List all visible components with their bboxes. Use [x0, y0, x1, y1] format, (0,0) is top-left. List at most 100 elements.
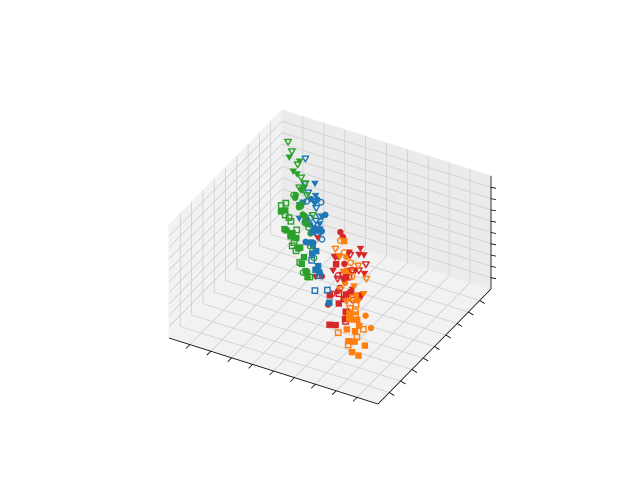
triangle-down-point: [329, 267, 337, 275]
z-gridline: [168, 143, 492, 260]
z-gridline: [168, 177, 492, 294]
square-point: [351, 328, 359, 335]
triangle-down-point: [284, 138, 293, 146]
triangle-down-point: [336, 286, 345, 294]
square-point: [293, 234, 300, 242]
square-point: [306, 273, 314, 281]
y-tick: [468, 311, 474, 316]
y-tick: [445, 334, 452, 339]
square-point: [352, 311, 359, 319]
square-point: [341, 315, 349, 323]
square-point: [342, 308, 349, 315]
square-point: [300, 253, 308, 261]
circle-point: [292, 191, 299, 199]
square-point: [345, 338, 352, 345]
square-point: [287, 217, 295, 225]
square-point: [334, 329, 342, 337]
x-gridline: [294, 149, 408, 378]
z-tick: [490, 254, 497, 257]
circle-point: [337, 228, 344, 236]
square-point: [326, 299, 333, 306]
axis-panes: [168, 108, 492, 405]
square-point: [324, 286, 331, 294]
square-point: [346, 305, 354, 312]
z-tick: [490, 266, 497, 268]
z-gridline: [168, 166, 492, 282]
z-tick: [490, 186, 497, 189]
grid-lines: [168, 116, 492, 398]
y-gridline: [247, 144, 458, 324]
y-gridline: [236, 156, 446, 336]
x-gridline: [335, 162, 450, 392]
x-tick: [331, 390, 337, 396]
triangle-down-point: [295, 184, 304, 192]
square-point: [348, 348, 356, 356]
z-gridline: [168, 120, 492, 237]
circle-point: [367, 324, 375, 332]
circle-point: [314, 196, 321, 203]
y-gridline: [270, 121, 480, 301]
y-tick: [456, 323, 463, 327]
square-point: [353, 333, 361, 341]
triangle-down-point: [342, 298, 351, 306]
y-tick: [434, 346, 440, 350]
square-point: [343, 326, 351, 333]
triangle-down-point: [315, 221, 324, 228]
square-point: [282, 207, 289, 214]
square-point: [346, 314, 353, 322]
circle-point: [295, 202, 303, 210]
circle-point: [322, 211, 329, 218]
square-point: [332, 321, 339, 329]
x-gridline: [356, 169, 471, 398]
triangle-down-point: [354, 262, 363, 270]
x-gridline: [189, 116, 304, 345]
z-tick: [490, 277, 497, 280]
square-point: [316, 272, 324, 279]
circle-point: [348, 273, 356, 281]
x-gridline: [315, 156, 429, 385]
triangle-down-point: [331, 253, 340, 261]
triangle-down-point: [297, 174, 306, 182]
square-point: [309, 228, 317, 236]
triangle-down-point: [346, 251, 355, 259]
triangle-down-point: [314, 235, 322, 242]
z-gridline: [168, 132, 492, 248]
circle-point: [362, 312, 369, 319]
square-point: [343, 274, 350, 281]
triangle-down-point: [335, 254, 344, 261]
triangle-down-point: [360, 270, 369, 278]
circle-point: [318, 235, 326, 243]
square-point: [352, 301, 360, 308]
z-gridline: [168, 188, 492, 305]
square-point: [289, 229, 296, 237]
square-point: [347, 289, 355, 296]
triangle-down-point: [359, 291, 368, 298]
square-point: [335, 290, 343, 298]
axis-lines: [168, 176, 497, 405]
square-point: [335, 300, 342, 307]
square-point: [311, 287, 319, 294]
square-point: [351, 338, 358, 345]
square-point: [326, 321, 333, 328]
triangle-down-point: [311, 180, 319, 188]
x-gridline: [210, 123, 325, 352]
y-tick: [389, 392, 395, 396]
square-point: [281, 211, 289, 219]
square-point: [361, 342, 369, 349]
triangle-down-point: [293, 161, 302, 169]
square-point: [296, 259, 304, 266]
x-tick: [352, 397, 358, 402]
y-tick: [479, 300, 485, 304]
square-point: [355, 322, 363, 329]
y-tick: [411, 369, 418, 373]
triangle-down-point: [289, 168, 297, 175]
triangle-down-point: [350, 283, 358, 290]
z-tick: [490, 220, 497, 223]
square-point: [283, 227, 290, 234]
square-point: [313, 247, 320, 255]
y-tick: [400, 380, 406, 385]
data-points: [277, 138, 375, 359]
square-point: [295, 245, 302, 252]
